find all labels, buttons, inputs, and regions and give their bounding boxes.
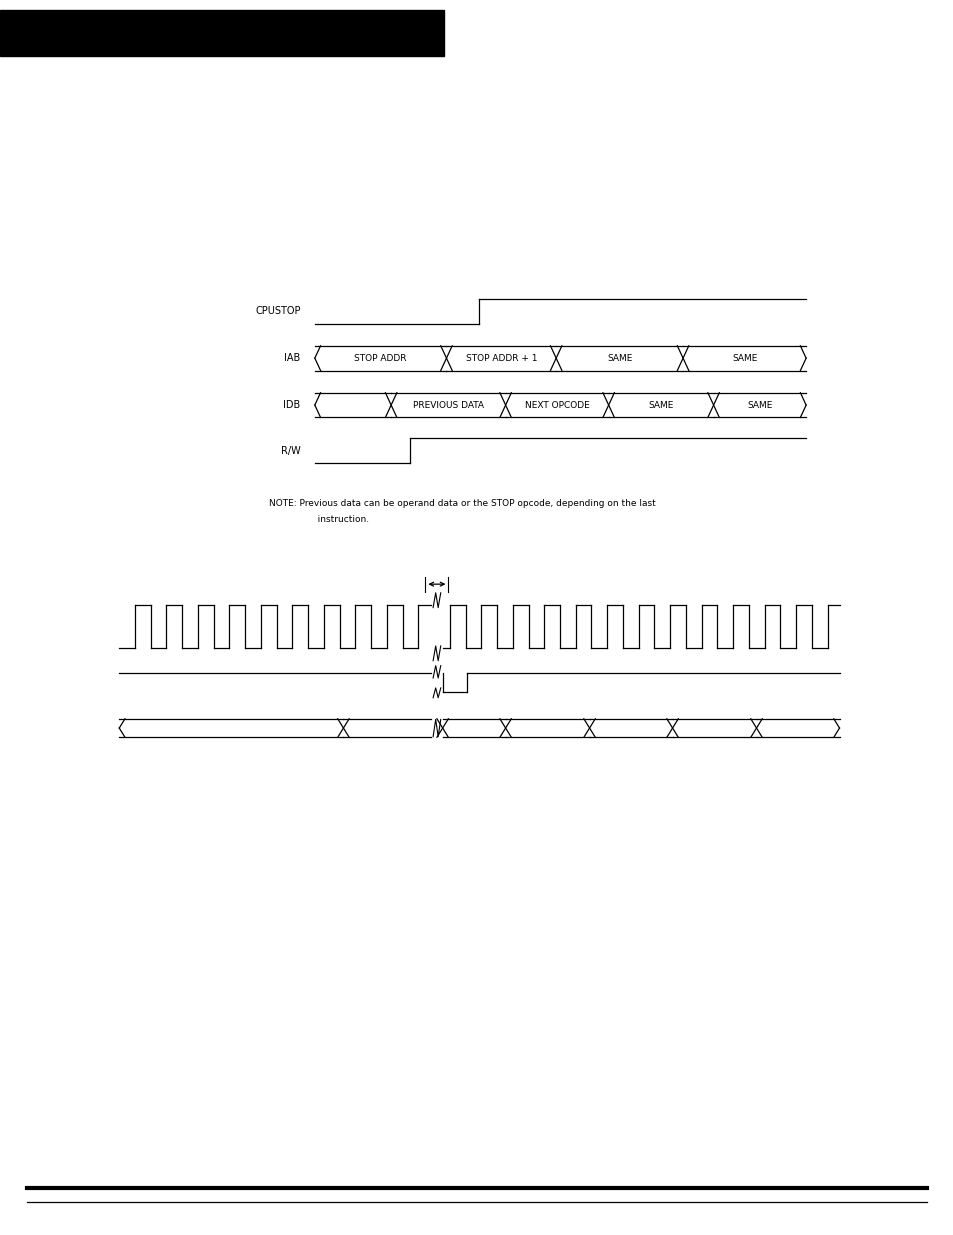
Text: IDB: IDB	[283, 400, 300, 410]
Text: CPUSTOP: CPUSTOP	[254, 306, 300, 316]
Text: SAME: SAME	[731, 353, 757, 363]
Text: STOP ADDR + 1: STOP ADDR + 1	[465, 353, 537, 363]
Text: SAME: SAME	[606, 353, 632, 363]
Text: NEXT OPCODE: NEXT OPCODE	[524, 400, 589, 410]
Text: R/W: R/W	[280, 446, 300, 456]
Text: instruction.: instruction.	[286, 515, 369, 524]
Text: NOTE: Previous data can be operand data or the STOP opcode, depending on the las: NOTE: Previous data can be operand data …	[269, 499, 655, 508]
Text: IAB: IAB	[284, 353, 300, 363]
Text: STOP ADDR: STOP ADDR	[354, 353, 407, 363]
Text: SAME: SAME	[648, 400, 673, 410]
Text: SAME: SAME	[746, 400, 772, 410]
Bar	[0, 10, 443, 56]
Text: PREVIOUS DATA: PREVIOUS DATA	[413, 400, 483, 410]
